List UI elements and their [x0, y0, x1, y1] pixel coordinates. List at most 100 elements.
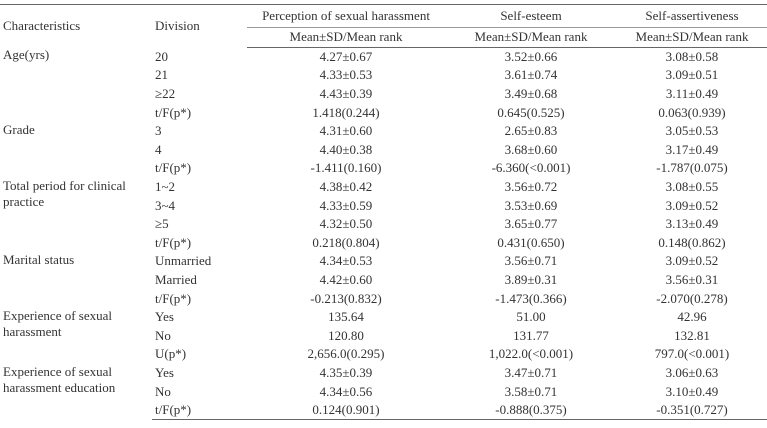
value-cell: 51.00 — [516, 309, 546, 325]
table-row: Marital status Unmarried 4.34±0.53 3.56±0.7… — [0, 252, 767, 271]
value-cell: 3.49±0.68 — [504, 86, 558, 102]
value-cell: 3.65±0.77 — [504, 216, 558, 232]
table-row: 4 4.40±0.38 3.68±0.60 3.17±0.49 — [0, 141, 767, 160]
value-cell: -0.888(0.375) — [445, 400, 617, 421]
table-row: t/F(p*) -0.213(0.832) -1.473(0.366) -2.070(… — [0, 289, 767, 308]
division: ≥5 — [155, 216, 169, 232]
division: Unmarried — [155, 253, 212, 269]
page: Characteristics Division Perception of s… — [0, 4, 767, 428]
value-cell: 4.42±0.60 — [319, 272, 373, 288]
value-cell: 131.77 — [513, 327, 549, 343]
division: t/F(p*) — [155, 160, 192, 176]
division: ≥22 — [155, 86, 176, 102]
value-cell: -0.213(0.832) — [310, 290, 382, 306]
header-cell: Self-assertiveness — [617, 4, 767, 28]
table-row: ≥5 4.32±0.50 3.65±0.77 3.13±0.49 — [0, 215, 767, 234]
value-cell: 4.34±0.53 — [319, 253, 373, 269]
value-cell: 4.34±0.56 — [319, 383, 373, 399]
division: 20 — [155, 48, 168, 64]
table-row: Experience of sexual harassment Yes 135.64… — [0, 308, 767, 339]
header-cell: Self-esteem — [445, 4, 617, 28]
table-row: No 4.34±0.56 3.58±0.71 3.10±0.49 — [0, 382, 767, 401]
header-cell: Characteristics — [0, 4, 152, 48]
value-cell: -2.070(0.278) — [656, 290, 728, 306]
value-cell: 797.0(<0.001) — [654, 346, 730, 362]
table-row: U(p*) 2,656.0(0.295) 1,022.0(<0.001) 797.0(… — [0, 345, 767, 364]
value-cell: 0.148(0.862) — [658, 234, 726, 250]
value-cell: 3.17±0.49 — [665, 141, 719, 157]
table-row: t/F(p*) 0.218(0.804) 0.431(0.650) 0.148(0.8… — [0, 234, 767, 253]
value-cell: 3.47±0.71 — [504, 364, 558, 380]
characteristic: Age(yrs) — [3, 47, 50, 63]
division: t/F(p*) — [155, 290, 192, 306]
division: 4 — [155, 141, 162, 157]
value-cell: 1.418(0.244) — [312, 104, 380, 120]
value-cell: 0.645(0.525) — [497, 104, 565, 120]
value-cell: 3.11±0.49 — [665, 86, 719, 102]
table-row: ≥22 4.43±0.39 3.49±0.68 3.11±0.49 — [0, 85, 767, 104]
value-cell: -0.351(0.727) — [617, 400, 767, 421]
division: 3 — [155, 123, 162, 139]
characteristic: Total period for clinical practice — [3, 177, 126, 209]
value-cell: 3.09±0.52 — [665, 253, 719, 269]
value-cell: 2.65±0.83 — [504, 123, 558, 139]
value-cell: 3.10±0.49 — [665, 383, 719, 399]
characteristic: Experience of sexual harassment — [3, 307, 113, 339]
subheader-cell: Mean±SD/Mean rank — [617, 27, 767, 48]
value-cell: 4.43±0.39 — [319, 86, 373, 102]
division: t/F(p*) — [152, 400, 247, 421]
table-row: Age(yrs) 20 4.27±0.67 3.52±0.66 3.08±0.58 — [0, 47, 767, 66]
table-body: Age(yrs) 20 4.27±0.67 3.52±0.66 3.08±0.58 21 4… — [0, 47, 767, 421]
table-row: t/F(p*) 0.124(0.901) -0.888(0.375) -0.351(0… — [0, 400, 767, 421]
value-cell: -1.473(0.366) — [495, 290, 567, 306]
value-cell: 0.431(0.650) — [497, 234, 565, 250]
value-cell: -1.787(0.075) — [656, 160, 728, 176]
value-cell: 135.64 — [328, 309, 364, 325]
characteristic: Grade — [3, 121, 35, 137]
division: Married — [155, 272, 197, 288]
table-row: t/F(p*) -1.411(0.160) -6.360(<0.001) -1.787… — [0, 159, 767, 178]
division: t/F(p*) — [155, 104, 192, 120]
value-cell: 3.89±0.31 — [504, 272, 558, 288]
value-cell: 4.38±0.42 — [319, 179, 373, 195]
value-cell: 1,022.0(<0.001) — [488, 346, 574, 362]
division: 21 — [155, 67, 168, 83]
value-cell: -1.411(0.160) — [310, 160, 382, 176]
subheader-cell: Mean±SD/Mean rank — [445, 27, 617, 48]
division: No — [155, 327, 171, 343]
value-cell: 132.81 — [674, 327, 710, 343]
value-cell: 4.33±0.53 — [319, 67, 373, 83]
characteristic: Marital status — [3, 252, 75, 268]
division: t/F(p*) — [155, 234, 192, 250]
division: 3~4 — [155, 197, 176, 213]
table-row: Total period for clinical practice 1~2 4.3… — [0, 178, 767, 209]
value-cell: 0.124(0.901) — [247, 400, 445, 421]
value-cell: 4.35±0.39 — [319, 364, 373, 380]
value-cell: 0.218(0.804) — [312, 234, 380, 250]
table-row: No 120.80 131.77 132.81 — [0, 327, 767, 346]
division: No — [155, 383, 171, 399]
value-cell: 3.56±0.31 — [665, 272, 719, 288]
value-cell: 3.08±0.58 — [665, 48, 719, 64]
value-cell: 3.09±0.51 — [665, 67, 719, 83]
value-cell: 3.13±0.49 — [665, 216, 719, 232]
table-row: 3~4 4.33±0.59 3.53±0.69 3.09±0.52 — [0, 196, 767, 215]
subheader-cell: Mean±SD/Mean rank — [247, 27, 445, 48]
division: U(p*) — [155, 346, 187, 362]
data-table: Characteristics Division Perception of s… — [0, 4, 767, 421]
division: Yes — [155, 309, 174, 325]
table-row: Grade 3 4.31±0.60 2.65±0.83 3.05±0.53 — [0, 122, 767, 141]
value-cell: 3.06±0.63 — [665, 364, 719, 380]
value-cell: 3.61±0.74 — [504, 67, 558, 83]
value-cell: 3.56±0.72 — [504, 179, 558, 195]
value-cell: 3.53±0.69 — [504, 197, 558, 213]
value-cell: 4.33±0.59 — [319, 197, 373, 213]
value-cell: 3.05±0.53 — [665, 123, 719, 139]
value-cell: 2,656.0(0.295) — [307, 346, 385, 362]
value-cell: 4.31±0.60 — [319, 123, 373, 139]
value-cell: 4.27±0.67 — [319, 48, 373, 64]
table-row: Experience of sexual harassment educatio… — [0, 364, 767, 395]
division: Yes — [155, 364, 174, 380]
header-cell: Division — [152, 4, 247, 48]
table-row: t/F(p*) 1.418(0.244) 0.645(0.525) 0.063(0.9… — [0, 103, 767, 122]
